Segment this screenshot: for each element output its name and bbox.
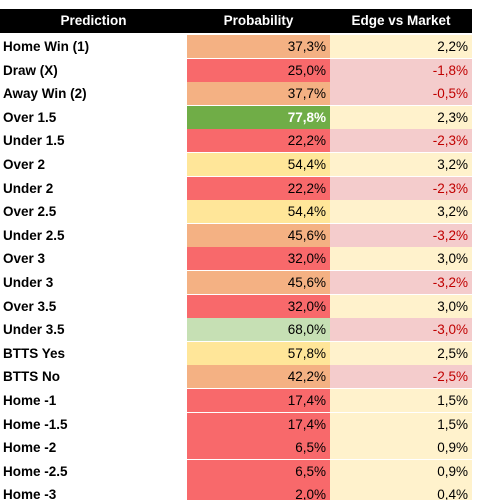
- probability-cell: 45,6%: [187, 223, 330, 247]
- row-label: Home -2: [3, 440, 57, 456]
- row-label: Home -3: [3, 487, 57, 500]
- probability-cell: 22,2%: [187, 129, 330, 153]
- row-label: Under 3: [3, 275, 54, 290]
- edge-cell: -3,0%: [330, 318, 472, 342]
- probability-cell: 25,0%: [187, 58, 330, 82]
- probability-cell: 37,3%: [187, 35, 330, 58]
- edge-cell: -1,8%: [330, 58, 472, 82]
- edge-cell: 0,4%: [330, 483, 472, 500]
- row-label: Away Win (2): [3, 86, 87, 102]
- row-label: Over 3.5: [3, 298, 57, 314]
- row-label: Over 3: [3, 251, 46, 267]
- edge-cell: 2,5%: [330, 341, 472, 365]
- probability-cell: 77,8%: [187, 105, 330, 129]
- row-label: Draw (X): [3, 62, 58, 78]
- edge-cell: -0,5%: [330, 82, 472, 106]
- row-label: Home -1.5: [3, 416, 68, 432]
- row-label: Under 1.5: [3, 133, 65, 149]
- row-label: Over 2: [3, 157, 46, 172]
- edge-cell: 3,0%: [330, 247, 472, 271]
- probability-cell: 6,5%: [187, 459, 330, 483]
- row-label: Under 3.5: [3, 322, 65, 338]
- probability-cell: 2,0%: [187, 483, 330, 500]
- row-label: Under 2: [3, 180, 54, 196]
- edge-cell: 3,0%: [330, 294, 472, 318]
- probability-cell: 32,0%: [187, 247, 330, 271]
- probability-cell: 57,8%: [187, 341, 330, 365]
- row-label: Under 2.5: [3, 227, 65, 243]
- probability-cell: 17,4%: [187, 412, 330, 436]
- probability-cell: 45,6%: [187, 271, 330, 294]
- edge-cell: -3,2%: [330, 271, 472, 294]
- edge-cell: 0,9%: [330, 436, 472, 460]
- row-label: Home Win (1): [3, 39, 90, 54]
- probability-cell: 42,2%: [187, 365, 330, 389]
- row-label: Over 2.5: [3, 204, 57, 220]
- probability-cell: 6,5%: [187, 436, 330, 460]
- edge-cell: 3,2%: [330, 153, 472, 176]
- probability-cell: 54,4%: [187, 200, 330, 224]
- probability-cell: 17,4%: [187, 389, 330, 412]
- edge-cell: -3,2%: [330, 223, 472, 247]
- edge-cell: 1,5%: [330, 389, 472, 412]
- edge-cell: -2,3%: [330, 176, 472, 200]
- row-label: BTTS Yes: [3, 345, 66, 361]
- edge-cell: -2,5%: [330, 365, 472, 389]
- edge-cell: -2,3%: [330, 129, 472, 153]
- probability-cell: 54,4%: [187, 153, 330, 176]
- probability-cell: 37,7%: [187, 82, 330, 106]
- header-cell: Prediction: [0, 9, 187, 33]
- edge-cell: 0,9%: [330, 459, 472, 483]
- edge-cell: 1,5%: [330, 412, 472, 436]
- row-label: Over 1.5: [3, 109, 57, 125]
- probability-cell: 32,0%: [187, 294, 330, 318]
- probability-cell: 22,2%: [187, 176, 330, 200]
- edge-cell: 2,2%: [330, 35, 472, 58]
- edge-cell: 3,2%: [330, 200, 472, 224]
- row-label: Home -1: [3, 393, 57, 408]
- probability-cell: 68,0%: [187, 318, 330, 342]
- header-cell: Edge vs Market: [330, 9, 472, 33]
- row-label: BTTS No: [3, 369, 60, 385]
- row-label: Home -2.5: [3, 463, 68, 479]
- header-cell: Probability: [187, 9, 330, 33]
- edge-cell: 2,3%: [330, 105, 472, 129]
